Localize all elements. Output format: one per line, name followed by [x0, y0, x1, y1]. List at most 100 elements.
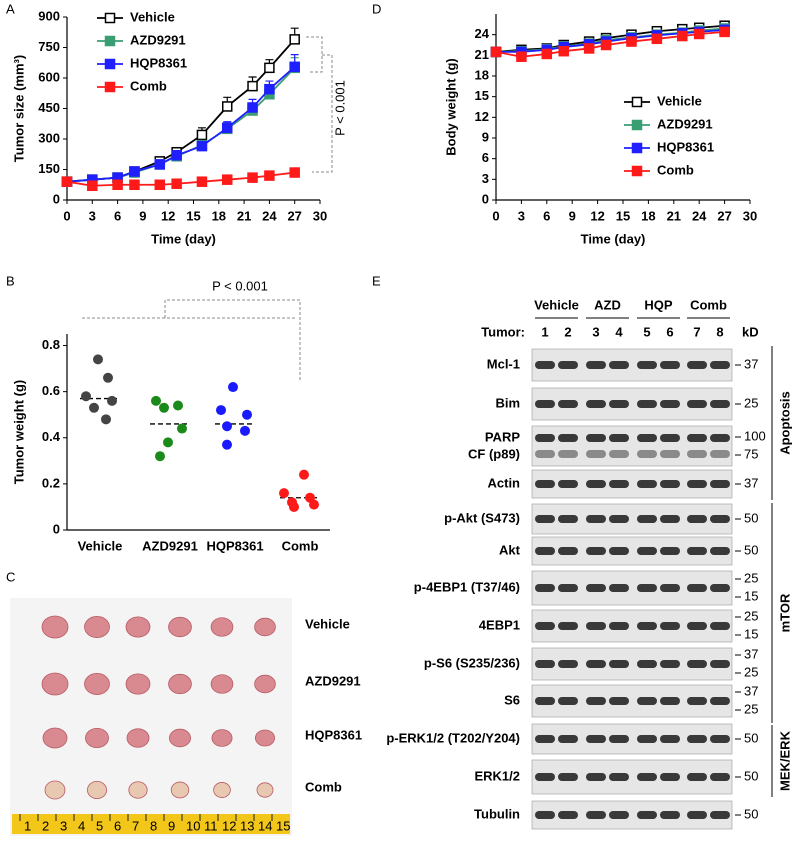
row-sublabel: CF (p89)	[468, 446, 520, 461]
section-label: mTOR	[777, 593, 792, 632]
band	[637, 361, 657, 369]
ruler-label: 13	[240, 818, 254, 833]
x-tick-label: 0	[63, 208, 70, 223]
x-tick-label: 3	[518, 208, 525, 223]
row-label: Actin	[488, 475, 521, 490]
data-point	[289, 501, 299, 512]
unit-label: kD	[742, 324, 759, 339]
y-axis-label: Body weight (g)	[443, 58, 458, 156]
blot-group: Vehicle	[534, 297, 579, 312]
y-tick-label: 0.8	[42, 337, 60, 352]
tumor	[87, 780, 108, 800]
data-point	[221, 174, 233, 185]
ruler-label: 8	[150, 818, 157, 833]
band	[660, 480, 680, 488]
ruler-label: 9	[168, 818, 175, 833]
band	[535, 434, 555, 442]
data-point	[247, 102, 258, 113]
band	[609, 697, 629, 705]
band	[558, 480, 578, 488]
tumor	[170, 781, 190, 799]
data-point	[81, 391, 91, 402]
legend-label: Comb	[130, 78, 167, 93]
ruler-label: 10	[186, 818, 200, 833]
legend-label: HQP8361	[657, 139, 714, 154]
marker-size: 50	[744, 768, 758, 783]
tumor	[169, 728, 191, 748]
data-point	[196, 176, 208, 187]
group-label: Vehicle	[305, 616, 350, 631]
legend-marker	[104, 35, 116, 47]
legend-marker	[104, 12, 116, 24]
data-point	[154, 159, 166, 170]
y-axis-label: Tumor weight (g)	[11, 380, 26, 484]
tumor	[41, 672, 69, 696]
lane-number: 8	[716, 324, 723, 339]
band	[710, 773, 730, 781]
marker-size: 25	[744, 395, 758, 410]
marker-size: 75	[744, 446, 758, 461]
data-point	[89, 402, 99, 413]
band	[660, 660, 680, 668]
tumor	[41, 615, 69, 639]
band	[710, 547, 730, 555]
data-point	[61, 176, 73, 187]
lane-number: 1	[541, 324, 548, 339]
band	[660, 697, 680, 705]
marker-size: 37	[744, 646, 758, 661]
band	[586, 450, 606, 458]
y-tick-label: 600	[38, 69, 60, 84]
band	[535, 361, 555, 369]
data-point	[516, 51, 527, 62]
row-label: S6	[504, 692, 520, 707]
tumor	[168, 673, 192, 695]
y-tick-label: 150	[38, 161, 60, 176]
band	[710, 450, 730, 458]
band	[637, 400, 657, 408]
tumor	[168, 616, 192, 638]
data-point	[289, 167, 300, 178]
tumor	[213, 782, 231, 798]
band	[710, 361, 730, 369]
data-point	[196, 129, 208, 141]
band	[535, 547, 555, 555]
data-point	[242, 409, 252, 420]
band	[710, 735, 730, 743]
data-point	[155, 451, 165, 462]
tumor	[128, 781, 148, 799]
blot-group: Comb	[690, 297, 727, 312]
data-point	[490, 46, 502, 58]
data-point	[151, 395, 161, 406]
marker-size: 50	[744, 510, 758, 525]
lane-number: 7	[693, 324, 700, 339]
band	[687, 480, 707, 488]
data-point	[247, 172, 258, 183]
band	[710, 660, 730, 668]
panel-letter: D	[372, 1, 381, 16]
band	[535, 584, 555, 592]
band	[609, 434, 629, 442]
data-point	[247, 80, 258, 92]
band	[660, 584, 680, 592]
band	[660, 622, 680, 630]
row-label: Mcl-1	[487, 356, 520, 371]
ruler-label: 1	[24, 818, 31, 833]
band	[637, 547, 657, 555]
y-tick-label: 0	[53, 521, 60, 536]
ruler-label: 15	[276, 818, 290, 833]
ruler-label: 4	[78, 818, 85, 833]
x-tick-label: 6	[114, 208, 121, 223]
y-tick-label: 3	[482, 171, 489, 186]
ruler-label: 5	[96, 818, 103, 833]
band	[586, 547, 606, 555]
tumor	[256, 782, 274, 798]
band	[687, 735, 707, 743]
y-tick-label: 450	[38, 100, 60, 115]
data-point	[541, 48, 553, 60]
series-line	[66, 67, 296, 183]
x-tick-label: 6	[543, 208, 550, 223]
annotation: P < 0.001	[332, 80, 347, 136]
band	[586, 660, 606, 668]
data-point	[558, 45, 569, 57]
